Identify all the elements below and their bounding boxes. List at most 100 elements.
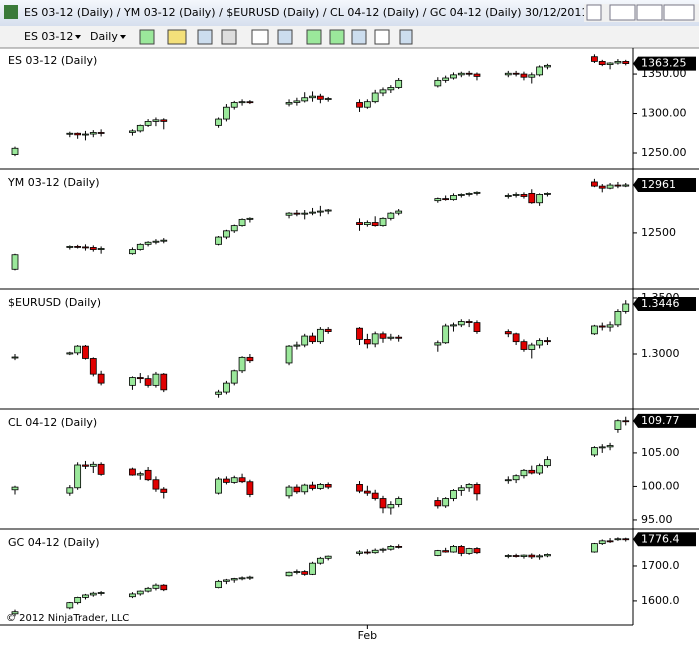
candle-body (434, 342, 442, 346)
candle-body (144, 241, 152, 245)
candle-body (152, 479, 160, 490)
candle-body (536, 555, 544, 558)
close-button[interactable] (663, 4, 695, 21)
candle-body (614, 61, 622, 64)
last-price-label: 1363.25 (641, 57, 687, 70)
candle-body (395, 79, 403, 88)
candle-body (591, 325, 598, 335)
candle-body (512, 555, 520, 557)
candle-body (356, 222, 363, 225)
templates-icon[interactable] (351, 29, 367, 45)
candle-body (82, 133, 89, 136)
bar-type-icon[interactable] (139, 29, 155, 45)
candle-body (74, 132, 82, 136)
candle-body (97, 132, 105, 134)
candle-body (450, 546, 457, 553)
candle-body (379, 548, 387, 551)
candle-body (301, 484, 309, 493)
panel-title: ES 03-12 (Daily) (8, 54, 97, 67)
candle-body (591, 181, 598, 187)
candle-body (387, 212, 395, 219)
candle-body (215, 478, 222, 494)
candle-body (442, 550, 450, 553)
candle-body (395, 210, 403, 214)
candle-body (136, 590, 144, 595)
candle-body (11, 611, 19, 615)
candle-body (598, 185, 606, 189)
properties-icon[interactable] (374, 29, 390, 45)
candle-body (363, 101, 371, 108)
candle-body (395, 546, 403, 548)
candle-body (363, 339, 371, 345)
candle-body (614, 184, 622, 187)
candle-body (528, 469, 536, 474)
candle-body (387, 336, 395, 339)
candle-body (285, 345, 293, 364)
candle-body (223, 478, 230, 483)
candle-body (97, 248, 105, 250)
candle-body (74, 246, 82, 248)
candle-body (395, 498, 403, 505)
panel-title: GC 04-12 (Daily) (8, 536, 100, 549)
dropdown-arrow (75, 35, 81, 39)
candle-body (465, 321, 473, 324)
y-tick-label: 1700.0 (641, 559, 680, 572)
candle-body (215, 236, 222, 245)
candle-body (316, 210, 324, 213)
candle-body (598, 540, 606, 545)
candle-body (66, 132, 74, 135)
y-tick-label: 1.3000 (641, 347, 680, 360)
orders-icon[interactable] (399, 29, 413, 45)
candle-body (536, 465, 544, 474)
candle-body (371, 222, 379, 227)
candle-body (528, 344, 536, 350)
candle-body (238, 218, 246, 227)
title-bar (0, 0, 699, 26)
toolbar-icons[interactable] (139, 29, 413, 45)
candle-body (387, 87, 395, 91)
candle-body (544, 554, 551, 557)
candle-body (82, 464, 89, 467)
candle-body (285, 486, 293, 497)
drawing-tool-icon[interactable] (167, 29, 187, 45)
candle-body (606, 445, 614, 448)
candle-body (457, 72, 465, 76)
candle-body (89, 358, 97, 375)
candle-body (379, 333, 387, 339)
last-price-label: 1.3446 (641, 297, 680, 310)
candle-body (465, 484, 473, 489)
candle-body (520, 341, 528, 350)
crosshair-icon[interactable] (251, 29, 269, 45)
candle-body (614, 311, 622, 326)
candle-body (160, 119, 168, 122)
candle-body (246, 576, 254, 579)
candle-body (504, 479, 512, 482)
candle-body (97, 592, 105, 594)
candle-body (74, 345, 82, 354)
candle-body (74, 464, 82, 489)
instrument-selector[interactable]: ES 03-12 (24, 30, 73, 43)
candle-body (301, 571, 309, 575)
candle-body (230, 370, 238, 384)
candle-body (465, 192, 473, 195)
candle-body (230, 477, 238, 483)
indicators-icon[interactable] (306, 29, 322, 45)
y-tick-label: 12500 (641, 226, 676, 239)
candle-body (82, 345, 89, 359)
maximize-button[interactable] (636, 4, 663, 21)
candle-body (442, 325, 450, 344)
period-selector[interactable]: Daily (90, 30, 118, 43)
strategies-icon[interactable] (329, 29, 345, 45)
candle-body (223, 579, 230, 582)
zoom-in-icon[interactable] (197, 29, 213, 45)
candle-body (238, 477, 246, 483)
candle-body (363, 551, 371, 554)
candle-body (285, 571, 293, 577)
minimize-button[interactable] (609, 4, 636, 21)
link-button[interactable] (586, 4, 602, 21)
candle-body (614, 538, 622, 541)
zoom-out-icon[interactable] (221, 29, 237, 45)
candle-body (215, 580, 222, 589)
price-marker (633, 56, 696, 71)
data-box-icon[interactable] (277, 29, 293, 45)
